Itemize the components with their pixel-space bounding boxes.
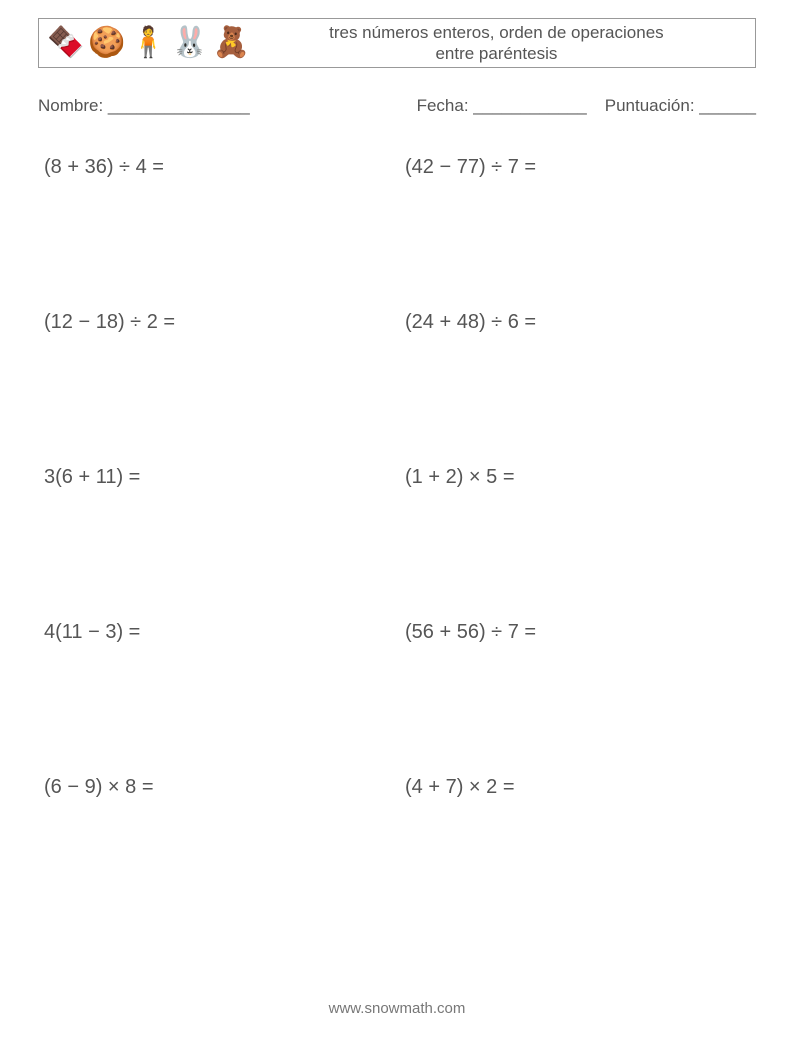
problem-left-2: (12 − 18) ÷ 2 = (44, 311, 395, 334)
title-line-2: entre paréntesis (435, 44, 557, 63)
problem-left-1: (8 + 36) ÷ 4 = (44, 156, 395, 179)
meta-row: Nombre: Fecha: Puntuación: (38, 96, 756, 116)
problem-right-1: (42 − 77) ÷ 7 = (405, 156, 756, 179)
header-icons: 🍫 🍪 🧍 🐰 🧸 (43, 28, 250, 58)
problem-right-4: (56 + 56) ÷ 7 = (405, 621, 756, 644)
title-line-1: tres números enteros, orden de operacion… (329, 23, 664, 42)
worksheet-title: tres números enteros, orden de operacion… (250, 22, 751, 65)
name-field: Nombre: (38, 96, 250, 116)
problems-grid: (8 + 36) ÷ 4 = (42 − 77) ÷ 7 = (12 − 18)… (38, 156, 756, 799)
footer-url: www.snowmath.com (0, 1000, 794, 1017)
problem-right-2: (24 + 48) ÷ 6 = (405, 311, 756, 334)
score-label: Puntuación: (605, 96, 695, 115)
gingerbread-icon: 🧍 (130, 28, 167, 58)
bunny-icon: 🐰 (171, 28, 208, 58)
score-field: Puntuación: (605, 96, 756, 116)
name-blank[interactable] (103, 96, 250, 115)
problem-left-4: 4(11 − 3) = (44, 621, 395, 644)
chocolate-bar-icon: 🍫 (47, 28, 84, 58)
date-label: Fecha: (417, 96, 469, 115)
date-blank[interactable] (469, 96, 587, 115)
teddy-icon: 🧸 (212, 28, 249, 58)
problem-right-3: (1 + 2) × 5 = (405, 466, 756, 489)
problem-right-5: (4 + 7) × 2 = (405, 776, 756, 799)
problem-left-3: 3(6 + 11) = (44, 466, 395, 489)
worksheet-page: 🍫 🍪 🧍 🐰 🧸 tres números enteros, orden de… (0, 0, 794, 799)
problem-left-5: (6 − 9) × 8 = (44, 776, 395, 799)
name-label: Nombre: (38, 96, 103, 115)
date-field: Fecha: (417, 96, 587, 116)
score-blank[interactable] (695, 96, 756, 115)
header-box: 🍫 🍪 🧍 🐰 🧸 tres números enteros, orden de… (38, 18, 756, 68)
cookie-icon: 🍪 (88, 28, 125, 58)
